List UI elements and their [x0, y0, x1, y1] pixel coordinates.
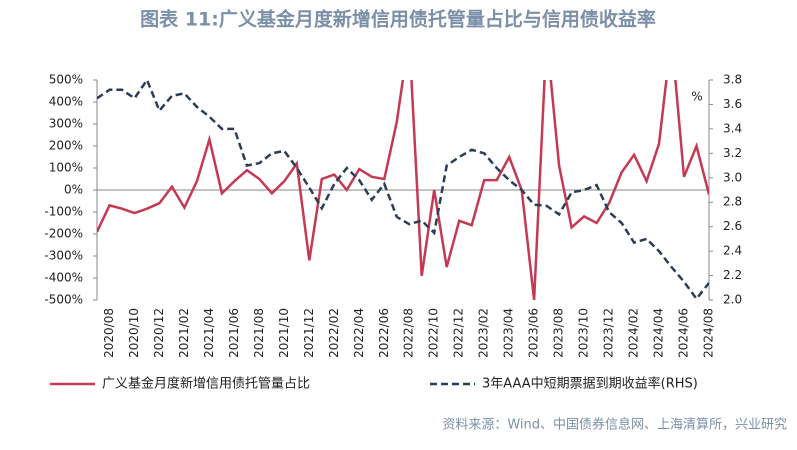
x-tick-label: 2023/08 [552, 308, 566, 358]
x-tick-label: 2024/08 [702, 308, 716, 358]
y2-axis-label: % [691, 90, 702, 104]
x-tick-label: 2023/02 [477, 308, 491, 358]
x-tick-label: 2022/08 [402, 308, 416, 358]
y2-tick-label: 3.8 [723, 73, 742, 87]
y2-tick-label: 3.6 [723, 97, 742, 111]
y-tick-label: -300% [44, 249, 83, 263]
x-tick-label: 2022/06 [377, 308, 391, 358]
x-tick-label: 2021/06 [227, 308, 241, 358]
y2-tick-label: 3.4 [723, 121, 742, 135]
y-tick-label: -200% [44, 227, 83, 241]
y2-tick-label: 2.2 [723, 268, 742, 282]
x-tick-label: 2024/06 [677, 308, 691, 358]
x-tick-label: 2021/08 [252, 308, 266, 358]
x-tick-label: 2024/04 [652, 308, 666, 358]
x-tick-label: 2021/02 [177, 308, 191, 358]
y-tick-label: -100% [44, 205, 83, 219]
series-line [97, 80, 709, 300]
y2-tick-label: 2.4 [723, 244, 742, 258]
legend-label: 3年AAA中短期票据到期收益率(RHS) [482, 376, 698, 392]
y-tick-label: 400% [49, 95, 83, 109]
x-tick-label: 2022/10 [427, 308, 441, 358]
x-tick-label: 2023/10 [577, 308, 591, 358]
y-tick-label: 200% [49, 139, 83, 153]
x-tick-label: 2021/10 [277, 308, 291, 358]
y-tick-label: 100% [49, 161, 83, 175]
x-tick-label: 2020/10 [127, 308, 141, 358]
x-tick-label: 2021/04 [202, 308, 216, 358]
x-tick-label: 2022/12 [452, 308, 466, 358]
x-tick-label: 2023/06 [527, 308, 541, 358]
legend-label: 广义基金月度新增信用债托管量占比 [102, 376, 310, 392]
x-tick-label: 2023/12 [602, 308, 616, 358]
y-tick-label: 300% [49, 117, 83, 131]
x-tick-label: 2022/04 [352, 308, 366, 358]
y-tick-label: 500% [49, 73, 83, 87]
x-tick-label: 2022/02 [327, 308, 341, 358]
x-tick-label: 2023/04 [502, 308, 516, 358]
y2-tick-label: 2.8 [723, 195, 742, 209]
y-tick-label: -500% [44, 293, 83, 307]
x-tick-label: 2024/02 [627, 308, 641, 358]
y2-tick-label: 3.2 [723, 146, 742, 160]
y2-tick-label: 2.6 [723, 219, 742, 233]
series-line [97, 80, 709, 300]
chart-title: 图表 11:广义基金月度新增信用债托管量占比与信用债收益率 [140, 8, 656, 31]
x-tick-label: 2020/08 [102, 308, 116, 358]
source-note: 资料来源：Wind、中国债券信息网、上海清算所，兴业研究 [442, 417, 787, 433]
y2-tick-label: 3.0 [723, 170, 742, 184]
y-tick-label: 0% [64, 183, 83, 197]
y2-tick-label: 2.0 [723, 293, 742, 307]
y-tick-label: -400% [44, 271, 83, 285]
x-tick-label: 2020/12 [152, 308, 166, 358]
x-tick-label: 2021/12 [302, 308, 316, 358]
